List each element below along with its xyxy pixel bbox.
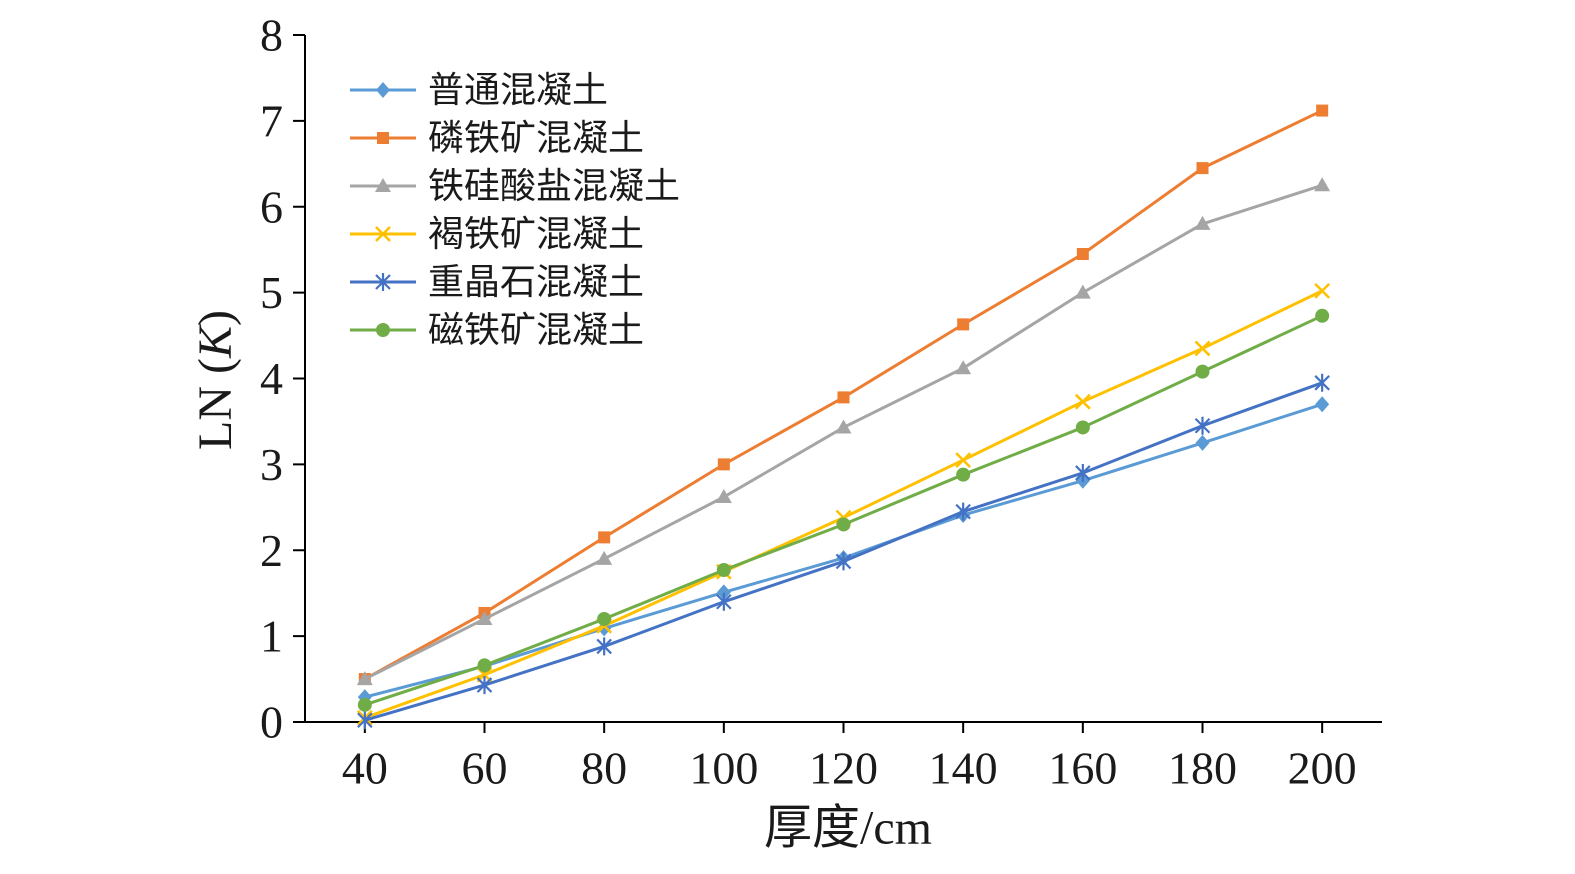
series-3-point-100 <box>715 489 732 504</box>
series-6 <box>357 308 1330 712</box>
series-6-point-200 <box>1315 308 1330 323</box>
x-tick-label: 100 <box>689 743 758 794</box>
series-3-point-200 <box>1314 177 1331 192</box>
legend-label: 磁铁矿混凝土 <box>428 310 644 350</box>
series-3-point-180 <box>1194 215 1211 230</box>
axes: 0 1 2 3 4 5 6 7 8 40 60 80 100 120 140 160 180 200 <box>260 10 1382 794</box>
series-6-point-40 <box>357 697 372 712</box>
x-tick-label: 140 <box>929 743 998 794</box>
series-3-point-120 <box>835 419 852 434</box>
y-tick-label: 6 <box>260 181 283 232</box>
legend-label: 重晶石混凝土 <box>428 262 644 302</box>
series-2-point-120 <box>837 391 850 404</box>
series-2-point-160 <box>1076 247 1089 260</box>
legend-marker-diamond <box>376 82 390 98</box>
series-4-point-140 <box>955 452 972 468</box>
series-1-point-200 <box>1315 396 1330 413</box>
legend-marker-triangle <box>375 178 391 192</box>
x-tick-label: 60 <box>462 743 508 794</box>
y-tick-label: 5 <box>260 267 283 318</box>
x-tick-label: 200 <box>1288 743 1357 794</box>
series-5-point-80 <box>596 637 612 656</box>
series-5-point-100 <box>716 592 732 611</box>
series-5-point-120 <box>835 552 852 571</box>
series-5-point-200 <box>1314 373 1330 392</box>
legend-label: 磷铁矿混凝土 <box>428 118 644 158</box>
series-6-point-180 <box>1195 364 1210 379</box>
series-2 <box>358 104 1329 686</box>
legend-label: 褐铁矿混凝土 <box>428 214 644 254</box>
y-axis-title: LN (K) <box>189 310 242 450</box>
series-2-point-180 <box>1196 162 1209 175</box>
series-1-point-180 <box>1195 434 1210 451</box>
y-axis-title-italic: K <box>189 323 242 359</box>
x-tick-label: 180 <box>1168 743 1237 794</box>
series-5-point-40 <box>357 711 373 730</box>
series-6-line <box>363 314 1324 707</box>
legend-entry: 褐铁矿混凝土 <box>350 214 644 254</box>
series-6-point-140 <box>956 467 971 482</box>
y-tick-label: 3 <box>260 439 283 490</box>
legend-entry: 铁硅酸盐混凝土 <box>350 166 680 206</box>
legend-entry: 普通混凝土 <box>350 70 608 110</box>
x-tick-label: 40 <box>342 743 388 794</box>
legend-label: 铁硅酸盐混凝土 <box>428 166 680 206</box>
series-6-point-80 <box>597 611 612 626</box>
series-6-point-60 <box>477 658 492 673</box>
legend-marker-square <box>377 132 389 144</box>
y-tick-label: 7 <box>260 95 283 146</box>
series-6-point-160 <box>1075 420 1090 435</box>
y-tick-label: 4 <box>260 353 283 404</box>
series-3-point-140 <box>955 360 972 375</box>
series-5-point-160 <box>1075 463 1091 482</box>
series-2-point-100 <box>717 458 730 471</box>
series-6-point-120 <box>836 517 851 532</box>
series-1-point-100 <box>716 584 731 601</box>
series-5-point-180 <box>1194 416 1211 435</box>
series-5-point-140 <box>955 502 971 521</box>
y-tick-label: 0 <box>260 697 283 748</box>
y-axis-title-suffix: ) <box>189 310 242 326</box>
series-4-point-180 <box>1194 340 1211 357</box>
series-2-point-140 <box>957 318 970 331</box>
series-4-point-200 <box>1314 283 1331 299</box>
series-3-point-40 <box>356 671 373 686</box>
y-axis-title-prefix: LN ( <box>189 358 242 450</box>
series-2-point-200 <box>1316 104 1329 117</box>
series-3-point-160 <box>1074 284 1091 299</box>
legend-entry: 重晶石混凝土 <box>350 262 644 302</box>
x-tick-label: 160 <box>1048 743 1117 794</box>
legend-entry: 磷铁矿混凝土 <box>350 118 644 158</box>
legend-marker-asterisk <box>375 273 391 291</box>
series-5-point-60 <box>476 676 493 695</box>
legend-marker-circle <box>376 323 390 337</box>
legend-entry: 磁铁矿混凝土 <box>350 310 644 350</box>
y-tick-label: 2 <box>260 525 283 576</box>
series-5 <box>357 373 1330 730</box>
series-2-point-80 <box>598 531 611 544</box>
y-tick-label: 1 <box>260 611 283 662</box>
x-tick-label: 80 <box>581 743 627 794</box>
legend-label: 普通混凝土 <box>428 70 608 110</box>
series-3-point-60 <box>476 610 493 625</box>
x-tick-label: 120 <box>809 743 878 794</box>
legend-marker-x <box>375 226 391 242</box>
x-axis-title: 厚度/cm <box>764 802 932 855</box>
y-tick-label: 8 <box>260 10 283 61</box>
series-3-point-80 <box>596 550 613 565</box>
series-4-point-160 <box>1074 393 1091 410</box>
series-6-point-100 <box>716 563 731 578</box>
series-4-line <box>363 289 1324 720</box>
series-3 <box>356 177 1331 686</box>
